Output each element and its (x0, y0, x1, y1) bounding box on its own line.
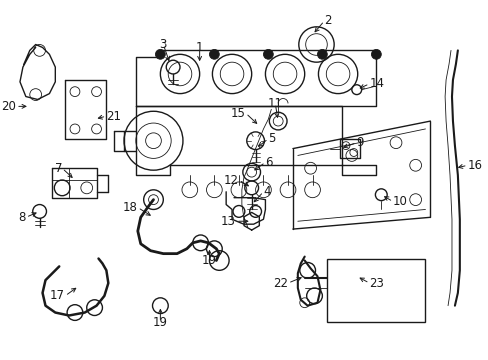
Text: 5: 5 (268, 132, 275, 145)
Text: 20: 20 (1, 100, 16, 113)
Text: 19: 19 (202, 254, 217, 267)
Text: 4: 4 (263, 185, 270, 198)
Text: 15: 15 (230, 107, 245, 120)
Text: 22: 22 (272, 276, 287, 289)
Text: 23: 23 (369, 276, 384, 289)
Text: 6: 6 (265, 156, 272, 169)
Text: 14: 14 (369, 77, 384, 90)
Text: 13: 13 (221, 215, 236, 228)
Circle shape (209, 49, 219, 59)
Circle shape (317, 49, 326, 59)
Text: 8: 8 (19, 211, 26, 224)
Bar (326, 258, 425, 322)
Text: 2: 2 (324, 14, 331, 27)
Circle shape (155, 49, 165, 59)
Text: 19: 19 (153, 316, 167, 329)
Text: 16: 16 (467, 159, 482, 172)
Text: 12: 12 (224, 174, 239, 186)
Text: 17: 17 (50, 289, 65, 302)
Text: 9: 9 (356, 136, 364, 149)
Text: 21: 21 (106, 110, 121, 123)
Text: 11: 11 (267, 97, 282, 110)
Text: 7: 7 (55, 162, 62, 175)
Text: 10: 10 (392, 195, 407, 208)
Circle shape (371, 49, 381, 59)
Circle shape (263, 49, 273, 59)
Text: 18: 18 (122, 201, 138, 214)
Text: 3: 3 (159, 38, 167, 51)
Text: 1: 1 (196, 41, 203, 54)
